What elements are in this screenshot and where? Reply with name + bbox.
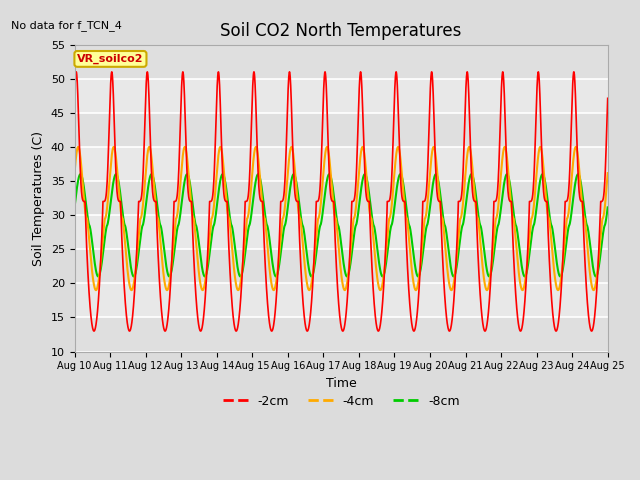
-4cm — [393, 147, 401, 153]
-8cm — [112, 171, 120, 177]
-4cm — [518, 287, 526, 293]
Bar — [74, 249, 608, 283]
Bar — [74, 113, 608, 147]
-2cm — [604, 100, 611, 106]
-4cm — [604, 170, 612, 176]
Y-axis label: Soil Temperatures (C): Soil Temperatures (C) — [32, 131, 45, 265]
-8cm — [70, 204, 78, 210]
-2cm — [321, 69, 329, 75]
-8cm — [554, 264, 561, 269]
-8cm — [604, 204, 612, 210]
Line: -4cm: -4cm — [74, 147, 608, 290]
Bar — [74, 181, 608, 215]
-4cm — [604, 172, 611, 178]
-2cm — [70, 96, 78, 101]
-4cm — [403, 214, 410, 220]
Bar — [74, 45, 608, 79]
-2cm — [303, 328, 311, 334]
Text: No data for f_TCN_4: No data for f_TCN_4 — [10, 20, 122, 31]
-8cm — [185, 176, 193, 181]
Line: -8cm: -8cm — [74, 174, 608, 276]
X-axis label: Time: Time — [326, 377, 356, 390]
-2cm — [185, 194, 193, 200]
-2cm — [554, 325, 561, 331]
-8cm — [130, 274, 138, 279]
-4cm — [220, 163, 227, 168]
Legend: -2cm, -4cm, -8cm: -2cm, -4cm, -8cm — [218, 390, 465, 413]
-2cm — [604, 96, 612, 101]
-2cm — [220, 185, 227, 191]
-4cm — [554, 287, 561, 292]
-4cm — [185, 173, 193, 179]
-2cm — [403, 243, 410, 249]
-4cm — [70, 170, 78, 176]
-8cm — [220, 173, 228, 179]
-2cm — [394, 80, 401, 85]
Title: Soil CO2 North Temperatures: Soil CO2 North Temperatures — [220, 22, 462, 40]
-8cm — [604, 206, 611, 212]
-8cm — [403, 206, 410, 212]
Bar — [74, 317, 608, 351]
Text: VR_soilco2: VR_soilco2 — [77, 54, 144, 64]
Line: -2cm: -2cm — [74, 72, 608, 331]
-8cm — [394, 183, 401, 189]
-4cm — [501, 144, 509, 150]
